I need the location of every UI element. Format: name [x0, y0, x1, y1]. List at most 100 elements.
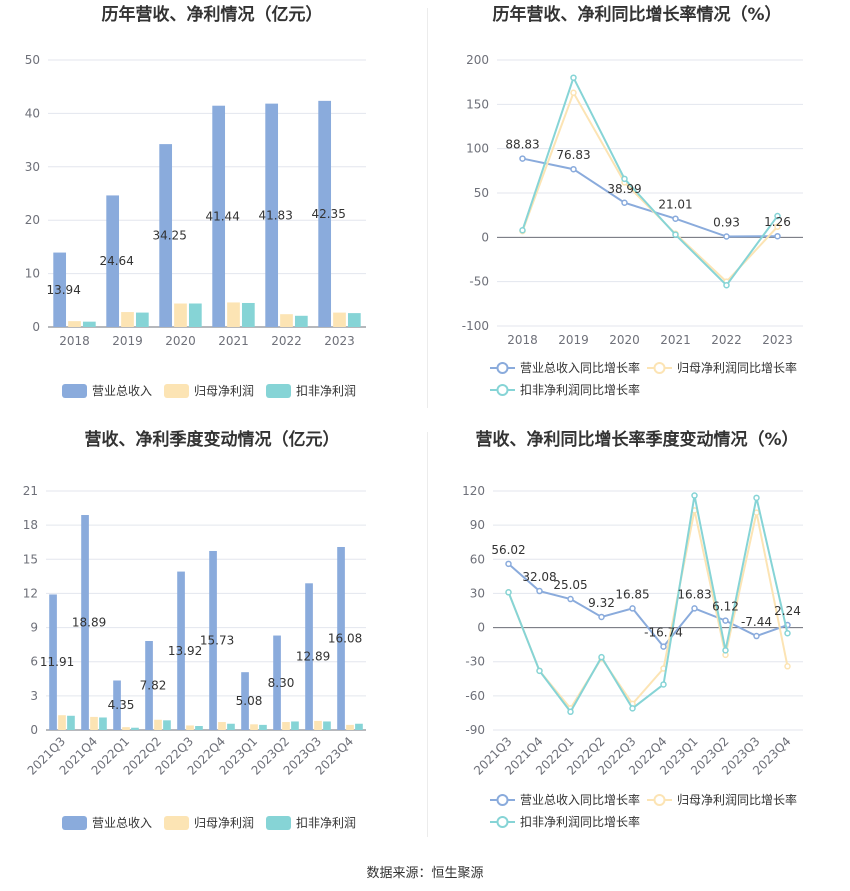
legend-swatch [164, 816, 189, 830]
x-tick-label: 2023 [762, 333, 793, 347]
data-label: 13.92 [168, 644, 202, 658]
legend-marker [653, 362, 666, 374]
x-tick-label: 2021 [218, 334, 249, 348]
bar [227, 302, 240, 327]
y-tick-label: -30 [465, 655, 485, 669]
y-tick-label: 18 [23, 518, 38, 532]
series-line [507, 495, 789, 714]
data-point [691, 492, 698, 499]
y-tick-label: -50 [469, 275, 489, 289]
quarterly-growth-rate-chart: 营收、净利同比增长率季度变动情况（%） -90 -60 -30 0 30 60 90 120 20… [425, 425, 850, 845]
data-label: 32.08 [522, 570, 556, 584]
series-line [521, 75, 779, 287]
data-point [774, 223, 781, 230]
data-label: -16.74 [644, 626, 683, 640]
bar [273, 635, 281, 730]
bar [177, 571, 185, 730]
data-point [784, 630, 791, 637]
y-tick-label: 200 [466, 53, 489, 67]
legend-marker [496, 816, 509, 828]
y-tick-label: 21 [23, 484, 38, 498]
bar [145, 641, 153, 730]
series-line [522, 157, 778, 238]
data-label: 21.01 [658, 198, 692, 212]
legend-label: 营业总收入 [92, 816, 152, 830]
annual-revenue-profit-chart: 历年营收、净利情况（亿元） 0 10 20 30 40 50 2018 2019 2020 2021… [0, 0, 425, 420]
y-tick-label: 150 [466, 97, 489, 111]
bar [99, 717, 107, 730]
y-tick-label: 0 [477, 621, 485, 635]
data-label: 34.25 [152, 229, 186, 243]
data-point [598, 613, 605, 621]
data-point [536, 587, 543, 595]
bar [241, 672, 249, 730]
y-tick-label: 90 [470, 518, 485, 532]
y-tick-label: 30 [25, 160, 40, 174]
x-tick-label: 2019 [558, 333, 589, 347]
data-point [722, 647, 729, 654]
data-point [660, 681, 667, 688]
bar [53, 252, 67, 327]
data-point [753, 632, 760, 640]
x-tick-label: 2019 [112, 334, 143, 348]
y-tick-label: 3 [30, 689, 38, 703]
data-point [536, 667, 543, 675]
y-tick-label: 50 [25, 53, 40, 67]
data-point [691, 605, 698, 612]
y-tick-label: 0 [481, 230, 489, 244]
y-tick-label: -60 [465, 689, 485, 703]
data-label: 41.83 [258, 208, 292, 222]
quarterly-revenue-profit-chart: 营收、净利季度变动情况（亿元） 0 3 6 9 12 15 18 21 2021Q3 2021Q4 2… [0, 425, 425, 845]
data-label: 8.30 [268, 676, 295, 690]
data-point [753, 494, 760, 502]
legend-marker [496, 362, 509, 374]
legend-label: 扣非净利润同比增长率 [520, 814, 640, 829]
series-line [521, 90, 779, 284]
data-label: -7.44 [741, 615, 772, 629]
bar [318, 100, 332, 327]
y-tick-label: 0 [30, 723, 38, 737]
y-tick-label: 50 [474, 186, 489, 200]
chart-title: 营收、净利季度变动情况（亿元） [85, 429, 340, 450]
bar [188, 303, 202, 327]
y-tick-label: 30 [470, 586, 485, 600]
bar [241, 302, 255, 327]
legend-label: 营业总收入 [92, 384, 152, 398]
data-point [621, 175, 628, 183]
bar [58, 715, 66, 730]
chart-title: 历年营收、净利同比增长率情况（%） [492, 4, 781, 25]
legend-label: 扣非净利润同比增长率 [520, 382, 640, 397]
legend-swatch [62, 384, 87, 398]
data-point [672, 215, 679, 222]
x-tick-label: 2020 [609, 333, 640, 347]
legend-label: 归母净利润 [194, 816, 254, 830]
bar [113, 680, 121, 730]
data-label: 16.08 [328, 631, 362, 645]
chart-title: 历年营收、净利情况（亿元） [102, 4, 323, 25]
bar [346, 724, 354, 730]
x-tick-label: 2023 [324, 334, 355, 348]
bar [122, 727, 130, 730]
data-label: 41.44 [205, 209, 239, 223]
data-source-footer: 数据来源：恒生聚源 [366, 866, 484, 881]
x-tick-label: 2020 [165, 334, 196, 348]
bar [337, 546, 345, 730]
data-point [519, 226, 526, 234]
bar [121, 312, 134, 327]
data-point [621, 199, 628, 207]
bar [163, 720, 171, 730]
bar [250, 724, 258, 730]
legend-label: 归母净利润 [194, 384, 254, 398]
legend-label: 归母净利润同比增长率 [677, 792, 797, 807]
data-label: 9.32 [588, 596, 615, 610]
data-label: 24.64 [99, 254, 133, 268]
bar [280, 314, 293, 327]
legend-label: 归母净利润同比增长率 [677, 360, 797, 375]
data-label: 18.89 [72, 616, 106, 630]
data-label: 16.83 [677, 587, 711, 601]
bar [49, 594, 57, 730]
bar [174, 303, 187, 327]
data-point [774, 212, 781, 220]
data-point [723, 281, 730, 289]
legend-swatch [62, 816, 87, 830]
